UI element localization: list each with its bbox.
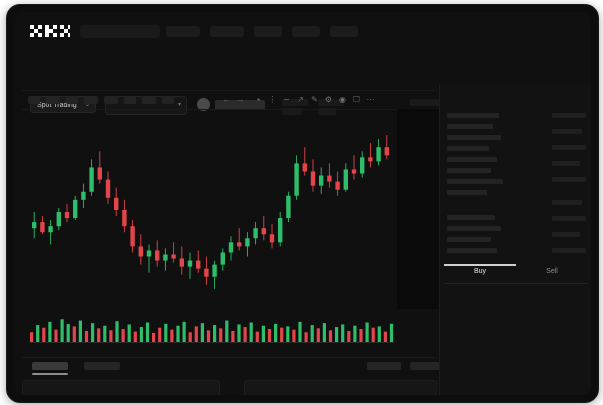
tab-order-history[interactable] [84, 362, 120, 370]
candlestick-type-icon[interactable]: ▪ [257, 95, 260, 104]
orderbook-row[interactable] [447, 135, 501, 140]
orderbook-and-trade-panel: Buy Sell [439, 84, 591, 395]
toolbar-time-more[interactable] [162, 96, 174, 104]
redo-icon[interactable]: → [236, 95, 245, 104]
more-options-icon[interactable]: ⋯ [366, 95, 375, 104]
app-screen: Spot Trading ⌄ ▾ [14, 12, 591, 395]
orderbook-row-right[interactable] [552, 177, 586, 182]
orders-empty-right [244, 380, 437, 395]
tab-buy[interactable]: Buy [473, 268, 487, 275]
fullscreen-icon[interactable]: ☐ [352, 95, 361, 104]
spot-trading-label: Spot Trading [37, 102, 77, 109]
indicator-icon[interactable]: ⋮ [268, 95, 277, 104]
buy-tab-underline [444, 264, 516, 266]
orderbook-row[interactable] [447, 237, 491, 242]
orderbook-row-right[interactable] [552, 145, 586, 150]
search-input[interactable] [80, 25, 160, 38]
orders-tab-bar [22, 357, 440, 376]
undo-icon[interactable]: ← [222, 95, 231, 104]
stat-change-sub [318, 108, 336, 115]
stat-price-sub [282, 108, 302, 115]
orderbook-row[interactable] [447, 168, 491, 173]
orderbook-row-right[interactable] [552, 161, 580, 166]
nav-item-3[interactable] [254, 26, 282, 37]
chart-right-mask [397, 109, 441, 309]
orderbook-row[interactable] [447, 157, 497, 162]
orderbook-row[interactable] [447, 146, 489, 151]
tab-active-underline [32, 373, 68, 375]
device-frame: Spot Trading ⌄ ▾ [6, 4, 599, 403]
nav-item-4[interactable] [292, 26, 320, 37]
nav-item-5[interactable] [330, 26, 358, 37]
market-header-bar: Spot Trading ⌄ ▾ [14, 48, 591, 115]
orderbook-row-right[interactable] [552, 232, 580, 237]
trend-tool-icon[interactable]: ↗ [297, 95, 304, 104]
orderbook-row-right[interactable] [552, 200, 582, 205]
orders-panel [22, 380, 437, 395]
orderbook-row[interactable] [447, 226, 501, 231]
volume-chart[interactable] [22, 312, 435, 357]
buy-sell-tabs: Buy Sell [444, 265, 588, 284]
toolbar-time-1d[interactable] [124, 96, 136, 104]
volume-svg [30, 319, 394, 343]
tab-open-orders[interactable] [32, 362, 68, 370]
orderbook-row[interactable] [447, 248, 497, 253]
orderbook-row[interactable] [447, 124, 493, 129]
orderbook-row-right[interactable] [552, 129, 582, 134]
stat-change [318, 99, 344, 106]
orderbook-row-right[interactable] [552, 216, 586, 221]
candlestick-chart[interactable] [22, 109, 435, 309]
orderbook-row[interactable] [447, 190, 487, 195]
stat-price [282, 99, 308, 106]
tab-assets[interactable] [410, 362, 440, 370]
okx-logo[interactable] [30, 25, 70, 37]
nav-item-1[interactable] [166, 26, 200, 37]
settings-icon[interactable]: ⚙ [324, 95, 333, 104]
chart-toolbar: ← → ▪ ⋮ ∼ ↗ ✎ ⚙ ◉ ☐ ⋯ [22, 90, 435, 110]
orderbook-row-right[interactable] [552, 248, 586, 253]
brush-icon[interactable]: ✎ [311, 95, 318, 104]
toolbar-time-1h[interactable] [84, 96, 98, 104]
orders-empty-left [22, 380, 220, 395]
orderbook-row-right[interactable] [552, 113, 586, 118]
stat-high [410, 99, 440, 106]
toolbar-time-1m[interactable] [28, 96, 40, 104]
line-tool-icon[interactable]: ∼ [283, 95, 290, 104]
pair-name-label [215, 100, 265, 110]
toolbar-time-1w[interactable] [142, 96, 156, 104]
tab-sell[interactable]: Sell [546, 268, 558, 275]
orderbook-row[interactable] [447, 113, 499, 118]
nav-item-2[interactable] [210, 26, 244, 37]
toolbar-time-4h[interactable] [104, 96, 118, 104]
orderbook-row[interactable] [447, 179, 503, 184]
top-navigation-bar [14, 12, 591, 48]
camera-icon[interactable]: ◉ [339, 95, 346, 104]
candlestick-svg [32, 135, 389, 289]
toolbar-time-5m[interactable] [46, 96, 60, 104]
orderbook-row[interactable] [447, 215, 495, 220]
tab-positions[interactable] [367, 362, 401, 370]
chevron-down-icon: ⌄ [84, 102, 90, 108]
coin-avatar-icon [197, 98, 210, 111]
chevron-down-icon-pair: ▾ [177, 102, 181, 108]
toolbar-time-15m[interactable] [66, 96, 78, 104]
